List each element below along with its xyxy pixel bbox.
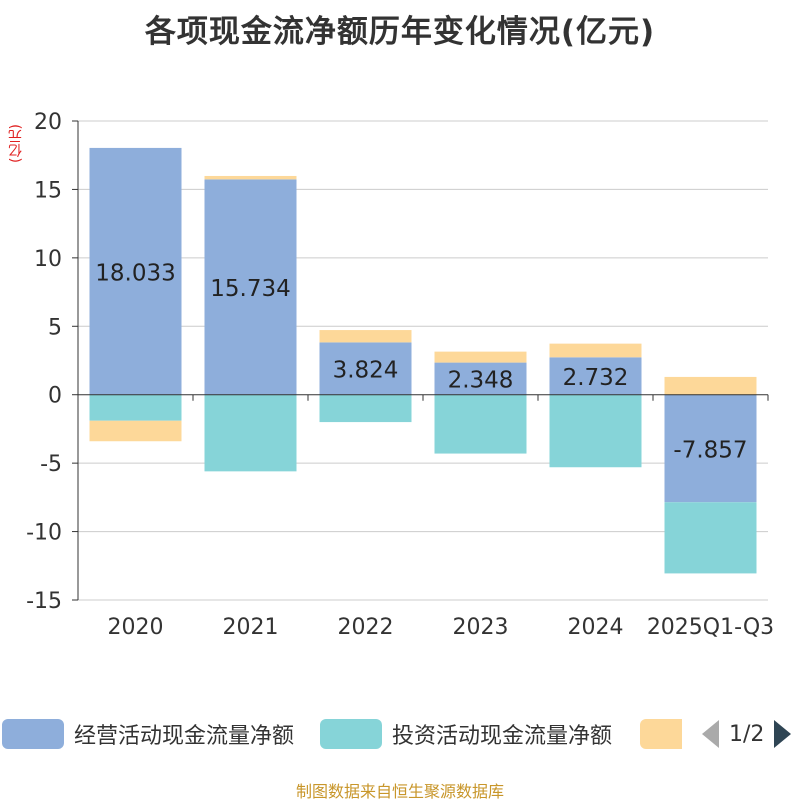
- bar-series2-2024[interactable]: [549, 343, 642, 358]
- bar-series2-2025Q1-Q3[interactable]: [664, 376, 757, 395]
- bar-value-label: 18.033: [95, 260, 175, 286]
- x-tick-label: 2020: [108, 615, 164, 640]
- x-tick-label: 2022: [338, 615, 394, 640]
- bar-series1-2021[interactable]: [204, 394, 297, 472]
- bar-series2-2022[interactable]: [319, 330, 412, 343]
- bar-series2-2020[interactable]: [89, 420, 182, 442]
- legend-page-indicator: 1/2: [729, 721, 765, 747]
- bar-value-label: 2.732: [563, 365, 629, 391]
- x-tick-label: 2023: [453, 615, 509, 640]
- bar-series1-2023[interactable]: [434, 394, 527, 454]
- y-tick-label: 0: [48, 384, 62, 409]
- y-tick-label: 5: [48, 315, 62, 340]
- bar-series0-2022[interactable]: [319, 342, 412, 395]
- bar-series0-2023[interactable]: [434, 362, 527, 395]
- bar-value-label: 15.734: [210, 276, 290, 302]
- x-tick-label: 2024: [568, 615, 624, 640]
- y-tick-label: 10: [34, 247, 62, 272]
- legend-swatch-financing: [640, 719, 682, 749]
- y-tick-label: 15: [34, 178, 62, 203]
- chart-title: 各项现金流净额历年变化情况(亿元): [144, 14, 656, 50]
- bar-value-label: 3.824: [333, 358, 399, 384]
- x-tick-label: 2021: [223, 615, 279, 640]
- bar-series2-2023[interactable]: [434, 351, 527, 363]
- legend: 经营活动现金流量净额 投资活动现金流量净额: [0, 716, 800, 752]
- y-tick-label: -5: [40, 452, 62, 477]
- legend-swatch-investing: [320, 719, 382, 749]
- bar-value-label: 2.348: [448, 368, 514, 394]
- bar-value-label: -7.857: [673, 437, 747, 463]
- legend-label-investing: 投资活动现金流量净额: [392, 724, 613, 749]
- x-tick-label: 2025Q1-Q3: [647, 615, 774, 640]
- bar-series1-2025Q1-Q3[interactable]: [664, 502, 757, 574]
- bar-series0-2021[interactable]: [204, 179, 297, 395]
- data-source-note: 制图数据来自恒生聚源数据库: [295, 782, 504, 801]
- bar-series0-2020[interactable]: [89, 147, 182, 395]
- legend-item-financing[interactable]: [640, 716, 682, 752]
- bar-series1-2020[interactable]: [89, 394, 182, 421]
- legend-item-investing[interactable]: 投资活动现金流量净额: [320, 716, 612, 752]
- legend-label-operating: 经营活动现金流量净额: [74, 724, 295, 749]
- bar-series0-2024[interactable]: [549, 357, 642, 395]
- bar-series2-2021[interactable]: [204, 175, 297, 180]
- chart-plot: 20 15 10 5 0 -5 -10 -15 2020 2021 2022 2023 2024 2025…: [26, 110, 774, 640]
- y-tick-label: -10: [26, 521, 62, 546]
- bar-series1-2022[interactable]: [319, 394, 412, 423]
- y-tick-label: 20: [34, 110, 62, 135]
- legend-item-operating[interactable]: 经营活动现金流量净额: [2, 716, 294, 752]
- bar-series1-2024[interactable]: [549, 394, 642, 468]
- legend-swatch-operating: [2, 719, 64, 749]
- legend-pager: 1/2: [702, 716, 792, 752]
- y-tick-label: -15: [26, 589, 62, 614]
- bar-series0-2025Q1-Q3[interactable]: [664, 394, 757, 503]
- legend-prev-page-icon[interactable]: [702, 720, 719, 748]
- legend-next-page-icon[interactable]: [774, 720, 792, 748]
